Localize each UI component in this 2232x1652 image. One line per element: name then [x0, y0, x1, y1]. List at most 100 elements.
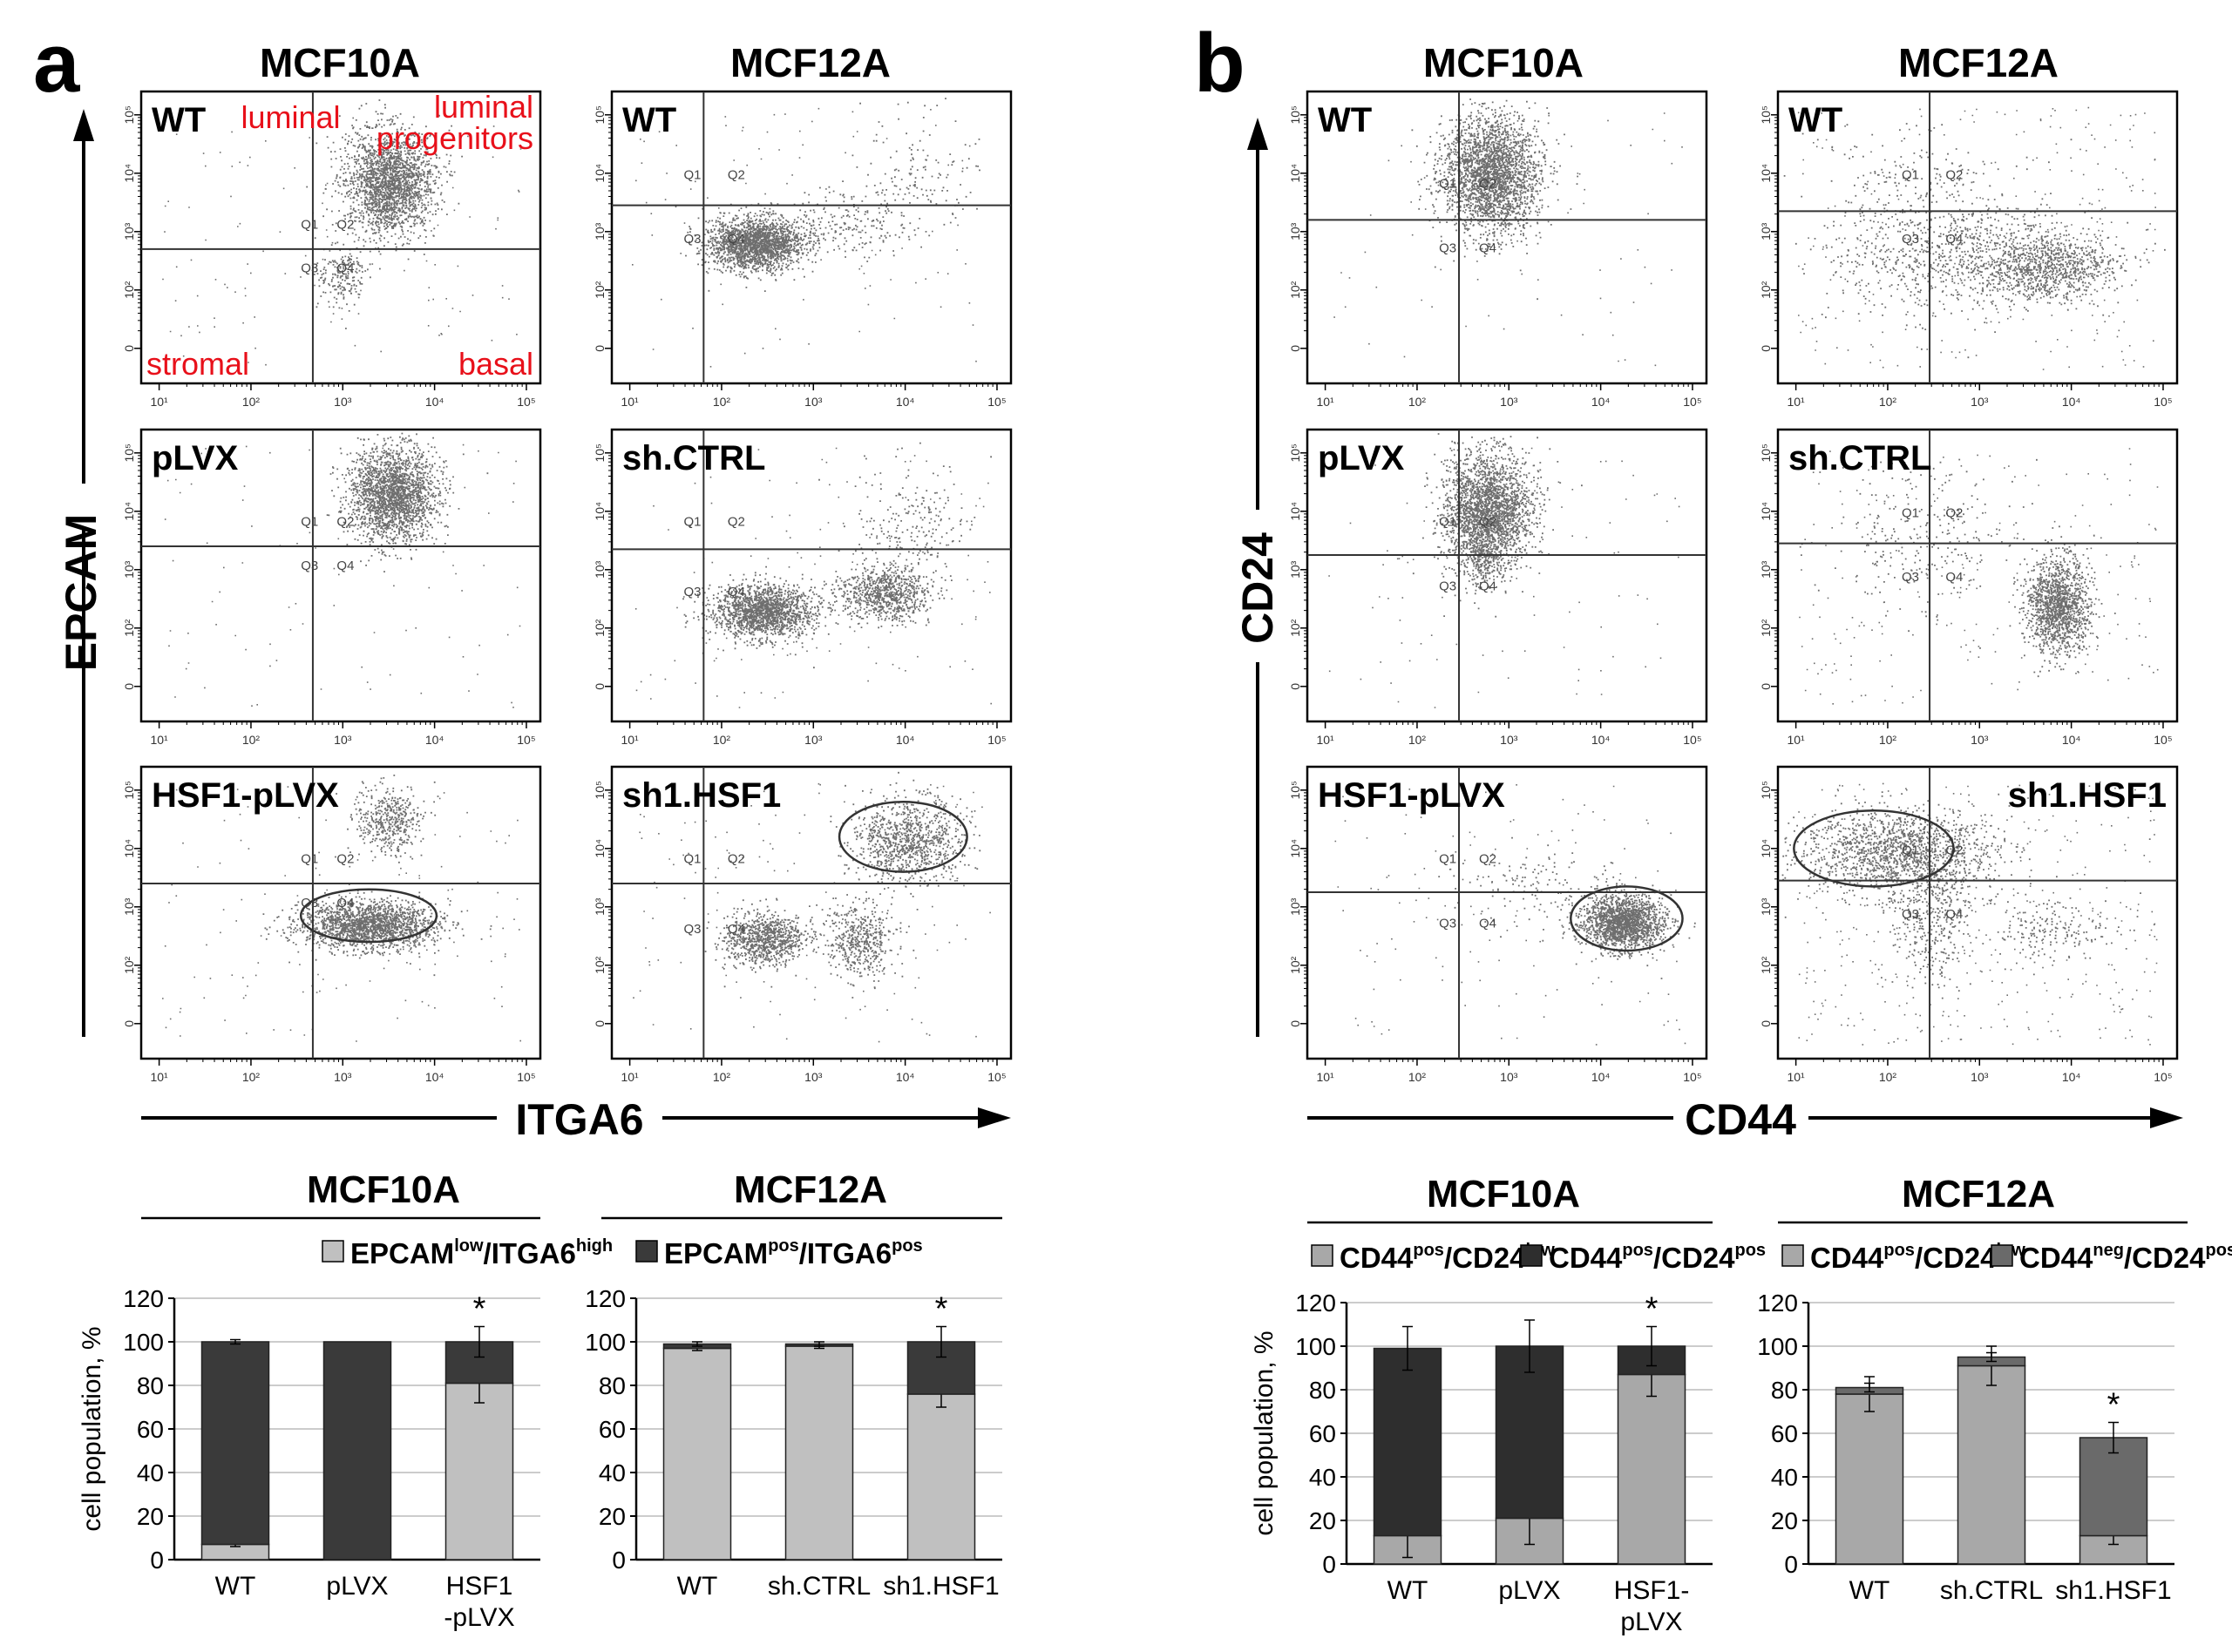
- y-tick-label: 120: [1757, 1290, 1798, 1317]
- flow-plot-b-left-2: Q1 Q2 Q3 Q4 10¹ 10² 10³ 10⁴ 10⁵ 0 10² 10³ 10⁴ 10⁵ HSF1…: [1288, 765, 1708, 1084]
- quadrant-label-q1: Q1: [1439, 177, 1456, 192]
- quadrant-label-q2: Q2: [1945, 168, 1963, 183]
- y-axis-label: cell population, %: [78, 1326, 106, 1531]
- legend-label: EPCAMpos/ITGA6pos: [664, 1236, 923, 1269]
- y-tick-label: 0: [1759, 1020, 1773, 1027]
- quadrant-label-q1: Q1: [1439, 852, 1456, 867]
- y-tick-label: 40: [1309, 1464, 1336, 1491]
- a-x-axis-label: ITGA6: [515, 1095, 643, 1144]
- legend-label: EPCAMlow/ITGA6high: [350, 1236, 613, 1269]
- panel-letter-b: b: [1194, 17, 1245, 110]
- plot-frame: [610, 428, 1013, 723]
- quadrant-label-q1: Q1: [1902, 168, 1919, 183]
- x-tick-label: 10⁴: [2062, 1070, 2081, 1084]
- quadrant-label-q2: Q2: [1479, 852, 1496, 867]
- category-label: pLVX: [326, 1572, 388, 1601]
- quadrant-label-q4: Q4: [728, 922, 745, 937]
- y-tick-label: 0: [122, 1020, 136, 1027]
- quadrant-label-q2: Q2: [336, 217, 354, 232]
- flow-plot-b-left-0: Q1 Q2 Q3 Q4 10¹ 10² 10³ 10⁴ 10⁵ 0 10² 10³ 10⁴ 10⁵ WT: [1288, 90, 1708, 409]
- category-label: WT: [1849, 1576, 1890, 1605]
- b-y-axis-label: CD24: [1233, 532, 1282, 644]
- x-tick-label: 10¹: [150, 733, 168, 747]
- x-tick-label: 10³: [1971, 395, 1989, 409]
- y-tick-label: 0: [1288, 1020, 1302, 1027]
- b-x-axis-label: CD44: [1685, 1095, 1796, 1144]
- quadrant-label-q2: Q2: [336, 852, 354, 867]
- b-col-title-mcf12a: MCF12A: [1898, 40, 2059, 85]
- a-y-axis-label: EPCAM: [57, 514, 105, 672]
- legend-label: CD44pos/CD24low: [1340, 1241, 1555, 1274]
- x-tick-label: 10²: [1408, 1070, 1427, 1084]
- y-axis-label: cell population, %: [1250, 1330, 1279, 1535]
- y-tick-label: 10³: [1288, 897, 1302, 916]
- flow-plot-a-right-0: Q1 Q2 Q3 Q4 10¹ 10² 10³ 10⁴ 10⁵ 0 10² 10³ 10⁴ 10⁵ WT: [593, 90, 1013, 409]
- x-tick-label: 10¹: [1787, 1070, 1805, 1084]
- x-tick-label: 10¹: [1316, 395, 1334, 409]
- quadrant-label-q3: Q3: [301, 261, 318, 276]
- category-label: WT: [215, 1572, 256, 1601]
- bar-pLVX-CD44 pos/CD24 pos: [1495, 1345, 1564, 1520]
- event-dots: [162, 99, 522, 366]
- y-tick-label: 10⁵: [1759, 105, 1773, 124]
- category-label: WT: [677, 1572, 718, 1601]
- condition-label: pLVX: [1318, 439, 1405, 477]
- legend-swatch: [1781, 1244, 1804, 1267]
- y-tick-label: 0: [593, 345, 607, 352]
- x-tick-label: 10⁵: [2154, 395, 2172, 409]
- y-tick-label: 10⁵: [593, 443, 607, 462]
- x-tick-label: 10²: [713, 395, 731, 409]
- plot-frame: [139, 428, 542, 723]
- x-tick-label: 10⁵: [2154, 1070, 2172, 1084]
- x-tick-label: 10³: [804, 733, 823, 747]
- a-y-axis: EPCAM: [57, 109, 105, 1037]
- x-tick-label: 10⁵: [987, 1070, 1006, 1084]
- significance-marker: *: [473, 1291, 486, 1328]
- bar-pLVX-EPCAM pos/ITGA6 pos: [322, 1341, 392, 1561]
- x-tick-label: 10³: [804, 395, 823, 409]
- y-tick-label: 80: [599, 1372, 626, 1399]
- y-tick-label: 10²: [1288, 281, 1302, 299]
- x-tick-label: 10³: [1500, 733, 1518, 747]
- quadrant-label-q2: Q2: [1479, 177, 1496, 192]
- y-tick-label: 100: [1757, 1333, 1798, 1360]
- y-tick-label: 60: [599, 1416, 626, 1443]
- x-tick-label: 10¹: [1316, 1070, 1334, 1084]
- chart-title: MCF10A: [1427, 1173, 1580, 1215]
- y-tick-label: 10⁴: [1288, 164, 1302, 183]
- quadrant-label-q4: Q4: [336, 261, 354, 276]
- y-tick-label: 10⁵: [1759, 781, 1773, 799]
- category-label: pLVX: [1620, 1608, 1682, 1636]
- y-tick-label: 120: [123, 1285, 164, 1312]
- condition-label: HSF1-pLVX: [152, 776, 339, 815]
- category-label: sh.CTRL: [1940, 1576, 2043, 1605]
- y-tick-label: 10²: [1759, 281, 1773, 299]
- bar-sh1.HSF1-CD44 neg/CD24 pos: [2079, 1437, 2148, 1537]
- y-tick-label: 10²: [593, 281, 607, 299]
- bar-WT-EPCAM low/ITGA6 high: [662, 1347, 732, 1561]
- y-tick-label: 20: [1309, 1507, 1336, 1534]
- x-tick-label: 10³: [804, 1070, 823, 1084]
- population-gate-ellipse: [299, 888, 438, 944]
- plot-frame: [1776, 765, 2179, 1060]
- y-tick-label: 0: [1759, 345, 1773, 352]
- x-tick-label: 10²: [1408, 733, 1427, 747]
- category-label: sh1.HSF1: [883, 1572, 999, 1601]
- y-tick-label: 10⁴: [1759, 502, 1773, 521]
- annotation-luminal: luminal: [241, 99, 341, 135]
- quadrant-label-q1: Q1: [1902, 506, 1919, 521]
- significance-marker: *: [935, 1291, 948, 1328]
- flow-plot-b-left-1: Q1 Q2 Q3 Q4 10¹ 10² 10³ 10⁴ 10⁵ 0 10² 10³ 10⁴ 10⁵ pLVX: [1288, 428, 1708, 747]
- quadrant-label-q2: Q2: [728, 168, 745, 183]
- x-tick-label: 10³: [334, 733, 352, 747]
- condition-label: WT: [622, 101, 676, 139]
- chart-title: MCF12A: [1902, 1173, 2055, 1215]
- quadrant-label-q3: Q3: [1902, 232, 1919, 247]
- x-tick-label: 10³: [1971, 1070, 1989, 1084]
- category-label: sh.CTRL: [768, 1572, 871, 1601]
- flow-cytometry-plots: Q1 Q2 Q3 Q4 10¹ 10² 10³ 10⁴ 10⁵ 0 10² 10³ 10⁴ 10⁵ WT Q1…: [122, 89, 2179, 1084]
- y-tick-label: 60: [137, 1416, 164, 1443]
- x-tick-label: 10¹: [1787, 733, 1805, 747]
- quadrant-label-q4: Q4: [728, 585, 745, 599]
